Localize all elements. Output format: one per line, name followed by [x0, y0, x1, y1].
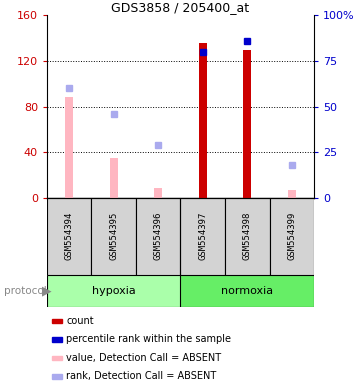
Bar: [65, 98, 73, 198]
Bar: [288, 190, 296, 198]
Bar: [91, 198, 136, 275]
Bar: [225, 198, 270, 275]
Text: GSM554394: GSM554394: [65, 212, 74, 260]
Title: GDS3858 / 205400_at: GDS3858 / 205400_at: [112, 1, 249, 14]
Bar: [136, 198, 180, 275]
Text: hypoxia: hypoxia: [92, 286, 136, 296]
Text: count: count: [66, 316, 94, 326]
Text: percentile rank within the sample: percentile rank within the sample: [66, 334, 231, 344]
Text: GSM554398: GSM554398: [243, 212, 252, 260]
Bar: [52, 374, 62, 379]
Bar: [243, 50, 251, 198]
Bar: [52, 356, 62, 360]
Text: normoxia: normoxia: [221, 286, 273, 296]
Text: rank, Detection Call = ABSENT: rank, Detection Call = ABSENT: [66, 371, 216, 381]
Bar: [47, 275, 180, 307]
Text: ▶: ▶: [42, 285, 51, 297]
Bar: [110, 158, 118, 198]
Bar: [47, 198, 91, 275]
Bar: [270, 198, 314, 275]
Bar: [180, 275, 314, 307]
Bar: [154, 187, 162, 198]
Bar: [199, 43, 207, 198]
Bar: [52, 337, 62, 342]
Text: value, Detection Call = ABSENT: value, Detection Call = ABSENT: [66, 353, 221, 363]
Text: GSM554396: GSM554396: [154, 212, 163, 260]
Text: GSM554395: GSM554395: [109, 212, 118, 260]
Text: GSM554397: GSM554397: [198, 212, 207, 260]
Text: protocol: protocol: [4, 286, 46, 296]
Bar: [52, 319, 62, 323]
Bar: [180, 198, 225, 275]
Text: GSM554399: GSM554399: [287, 212, 296, 260]
